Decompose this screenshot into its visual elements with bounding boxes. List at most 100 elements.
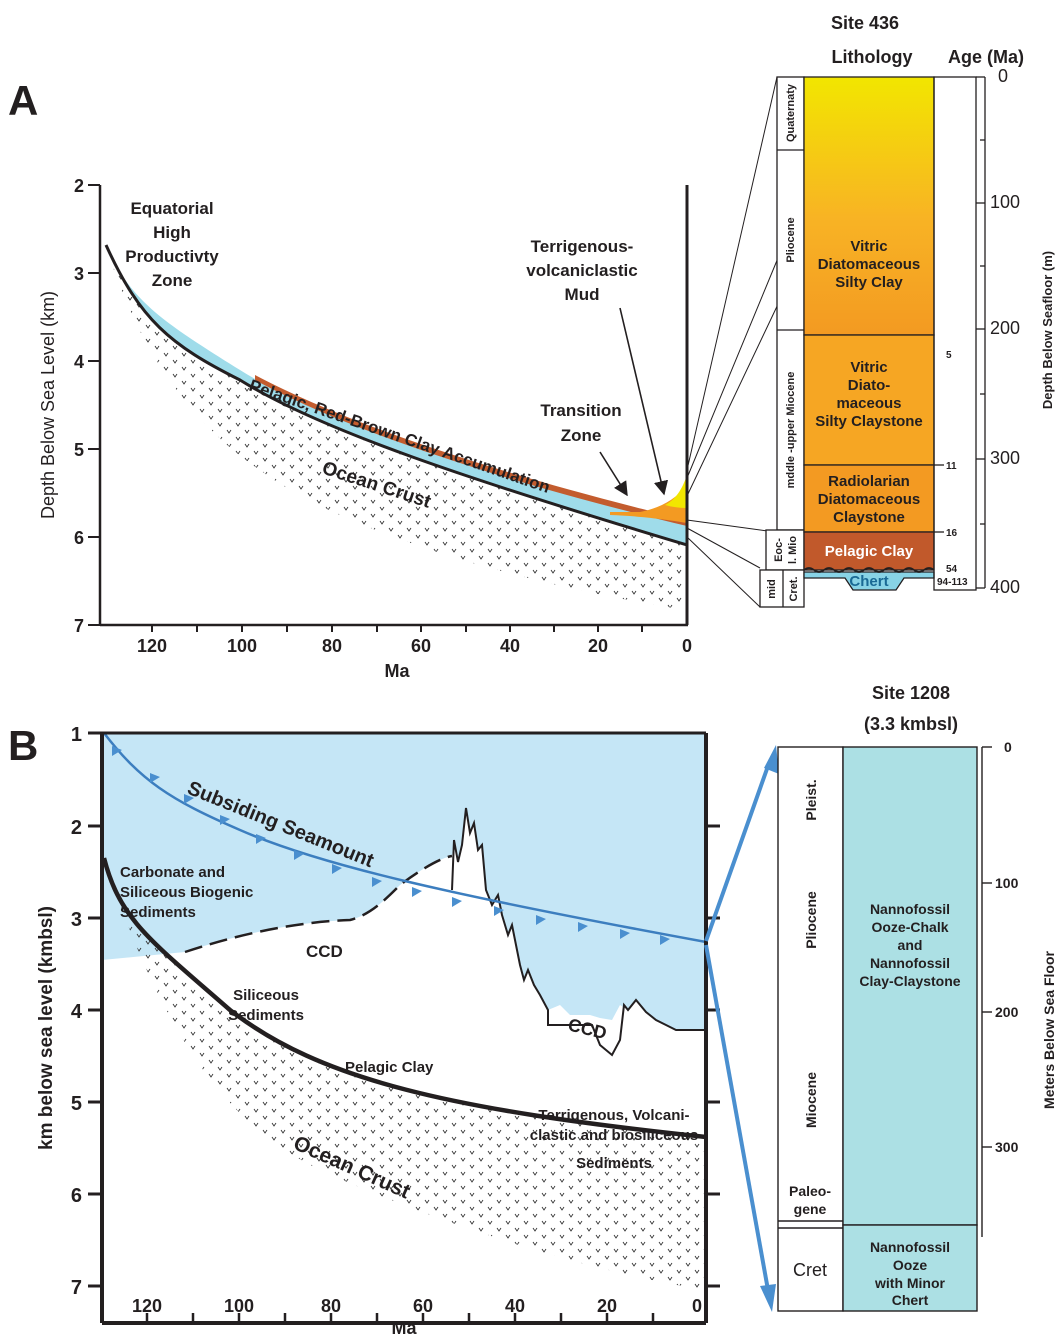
svg-text:l. Mio: l. Mio bbox=[787, 536, 799, 564]
svg-text:Terrigenous, Volcani-: Terrigenous, Volcani- bbox=[538, 1107, 689, 1124]
svg-text:Ooze: Ooze bbox=[893, 1257, 927, 1273]
svg-text:300: 300 bbox=[995, 1139, 1019, 1155]
svg-text:Silty Claystone: Silty Claystone bbox=[815, 413, 923, 430]
svg-text:300: 300 bbox=[990, 448, 1020, 468]
svg-text:Terrigenous-: Terrigenous- bbox=[531, 237, 634, 256]
unit-nannofossil-ooze-chalk bbox=[842, 746, 978, 1226]
svg-text:Silty Clay: Silty Clay bbox=[835, 274, 903, 291]
svg-text:6: 6 bbox=[71, 1185, 82, 1207]
terrigenous-mud-a bbox=[665, 475, 687, 508]
svg-text:11: 11 bbox=[946, 461, 957, 472]
x-tick-labels-b: 120 100 80 60 40 20 0 bbox=[132, 1296, 702, 1316]
ccd-line-dashed bbox=[184, 854, 453, 954]
svg-text:Diato-: Diato- bbox=[848, 377, 891, 394]
svg-text:100: 100 bbox=[990, 192, 1020, 212]
y-tick-label: 7 bbox=[74, 616, 84, 636]
svg-text:Radiolarian: Radiolarian bbox=[828, 473, 910, 490]
svg-text:Ooze-Chalk: Ooze-Chalk bbox=[871, 919, 948, 935]
depth-title-b: Meters Below Sea Floor bbox=[1041, 950, 1057, 1108]
y-tick-labels-b: 1 2 3 4 5 6 7 bbox=[71, 724, 83, 1299]
svg-text:Claystone: Claystone bbox=[833, 509, 905, 526]
siliceous-label: Siliceous Sediments bbox=[228, 987, 304, 1024]
carbonate-label: Carbonate and Siliceous Biogenic Sedimen… bbox=[120, 864, 253, 921]
svg-text:94-113: 94-113 bbox=[937, 577, 968, 588]
x-tick-label: 100 bbox=[227, 636, 257, 656]
age-labels-a: 5 11 16 54 94-113 bbox=[937, 350, 968, 588]
x-axis-title-b: Ma bbox=[391, 1318, 417, 1337]
terrigenous-label-b: Terrigenous, Volcani- clastic and biosil… bbox=[530, 1107, 698, 1172]
x-tick-labels-a: 120 100 80 60 40 20 0 bbox=[137, 636, 692, 656]
svg-text:Cret.: Cret. bbox=[788, 576, 800, 601]
svg-text:400: 400 bbox=[990, 577, 1020, 597]
x-ticks-b bbox=[145, 1313, 655, 1323]
svg-text:0: 0 bbox=[1004, 739, 1012, 755]
unit-nannofossil-ooze-chert bbox=[842, 1224, 978, 1312]
ocean-crust-b bbox=[104, 858, 706, 1290]
unit-labels-b: Nannofossil Ooze-Chalk and Nannofossil C… bbox=[859, 901, 960, 1308]
svg-text:Sediments: Sediments bbox=[576, 1155, 652, 1172]
svg-text:mddle -upper Miocene: mddle -upper Miocene bbox=[785, 372, 797, 489]
panel-a-plot-area bbox=[104, 244, 687, 610]
panel-a-letter: A bbox=[8, 77, 38, 124]
svg-text:Transition: Transition bbox=[540, 401, 621, 420]
svg-text:Zone: Zone bbox=[152, 271, 193, 290]
y-tick-label: 4 bbox=[74, 352, 84, 372]
transition-layer-a bbox=[610, 485, 687, 523]
svg-text:Equatorial: Equatorial bbox=[130, 199, 213, 218]
x-axis-title-a: Ma bbox=[384, 661, 410, 681]
svg-text:Mud: Mud bbox=[565, 285, 600, 304]
svg-text:Nannofossil: Nannofossil bbox=[870, 1239, 950, 1255]
epoch-labels-b: Pleist. Pliocene Miocene Paleo- gene bbox=[789, 779, 831, 1217]
panel-b-letter: B bbox=[8, 722, 38, 769]
site-1208-title: Site 1208 bbox=[872, 683, 950, 703]
panel-b-plot-area bbox=[102, 807, 706, 1323]
x-tick-label: 0 bbox=[682, 636, 692, 656]
ocean-crust-a bbox=[106, 245, 687, 610]
chert-unit-label: Chert bbox=[849, 573, 888, 590]
panel-b: B bbox=[8, 683, 1057, 1337]
y-tick-labels-a: 2 3 4 5 6 7 bbox=[74, 176, 84, 636]
svg-text:Sediments: Sediments bbox=[120, 904, 196, 921]
svg-text:200: 200 bbox=[990, 318, 1020, 338]
y-ticks-b bbox=[88, 731, 720, 1288]
ccd-line-solid bbox=[451, 807, 706, 1057]
site-1208-depth: (3.3 kmbsl) bbox=[864, 714, 958, 734]
svg-text:7: 7 bbox=[71, 1277, 82, 1299]
depth-labels-b: 0 100 200 300 bbox=[995, 739, 1019, 1155]
svg-text:and: and bbox=[898, 937, 923, 953]
transition-label-a: Transition Zone bbox=[540, 401, 621, 445]
svg-text:20: 20 bbox=[597, 1296, 617, 1316]
svg-text:Productivty: Productivty bbox=[125, 247, 219, 266]
svg-text:Pliocene: Pliocene bbox=[803, 891, 819, 949]
transition-arrow bbox=[599, 451, 628, 497]
depth-title-a: Depth Below Seafloor (m) bbox=[1040, 251, 1055, 409]
y-tick-label: 5 bbox=[74, 440, 84, 460]
svg-text:120: 120 bbox=[132, 1296, 162, 1316]
svg-text:16: 16 bbox=[946, 528, 958, 539]
svg-text:Quaternaty: Quaternaty bbox=[785, 83, 797, 142]
x-tick-label: 80 bbox=[322, 636, 342, 656]
svg-text:60: 60 bbox=[413, 1296, 433, 1316]
svg-text:mid: mid bbox=[766, 579, 778, 599]
svg-text:100: 100 bbox=[224, 1296, 254, 1316]
site-436-title: Site 436 bbox=[831, 13, 899, 33]
seamount-track bbox=[103, 732, 707, 944]
unit-pelagic-clay bbox=[803, 531, 935, 571]
depth-ticks-a bbox=[976, 76, 985, 589]
svg-text:3: 3 bbox=[71, 909, 82, 931]
crust-top-b bbox=[101, 857, 707, 1140]
y-ticks-a bbox=[88, 184, 100, 626]
x-tick-label: 40 bbox=[500, 636, 520, 656]
x-tick-label: 60 bbox=[411, 636, 431, 656]
svg-text:Diatomaceous: Diatomaceous bbox=[818, 256, 921, 273]
svg-text:Diatomaceous: Diatomaceous bbox=[818, 491, 921, 508]
epoch-labels-a: Quaternaty Pliocene mddle -upper Miocene… bbox=[766, 83, 800, 601]
svg-text:Nannofossil: Nannofossil bbox=[870, 901, 950, 917]
depth-labels-a: 0 100 200 300 400 bbox=[990, 66, 1020, 597]
svg-text:Nannofossil: Nannofossil bbox=[870, 955, 950, 971]
pelagic-clay-unit-label: Pelagic Clay bbox=[825, 543, 914, 560]
svg-text:1: 1 bbox=[71, 724, 82, 746]
svg-text:5: 5 bbox=[946, 350, 952, 361]
epoch-boxes-a bbox=[759, 76, 805, 608]
svg-text:Pleist.: Pleist. bbox=[803, 779, 819, 820]
